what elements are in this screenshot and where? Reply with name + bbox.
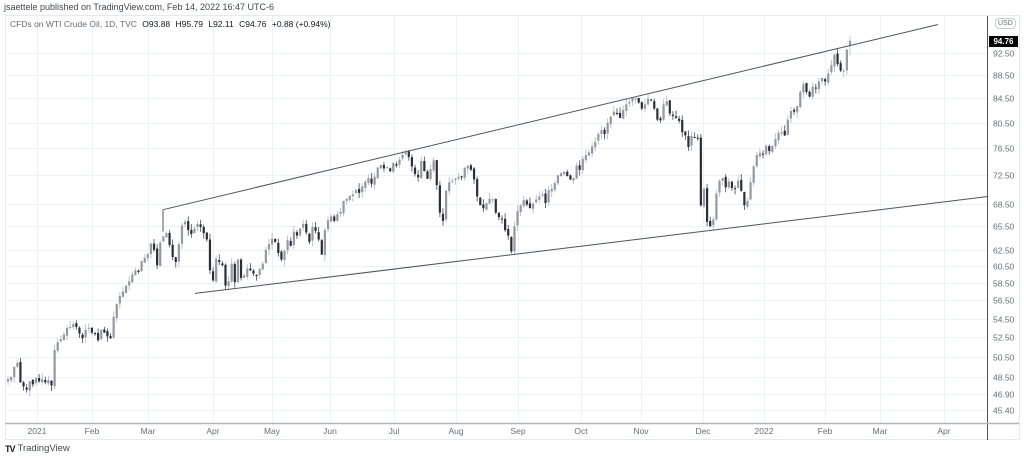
price-tick-label: 62.50 xyxy=(993,246,1015,256)
currency-badge[interactable]: USD xyxy=(995,18,1016,29)
time-tick-label: Dec xyxy=(695,426,711,436)
candlestick-series xyxy=(6,35,852,397)
price-change: +0.88 (+0.94%) xyxy=(271,19,331,29)
price-tick-label: 80.50 xyxy=(993,119,1015,129)
symbol-description[interactable]: CFDs on WTI Crude Oil, 1D, TVC xyxy=(10,19,137,29)
time-tick-label: Mar xyxy=(141,426,156,436)
price-tick-label: 45.40 xyxy=(993,406,1015,416)
price-tick-label: 68.50 xyxy=(993,200,1015,210)
time-tick-label: Apr xyxy=(206,426,219,436)
time-tick-label: 2021 xyxy=(28,426,47,436)
brand-name: TradingView xyxy=(17,443,70,454)
time-tick-label: 2022 xyxy=(755,426,774,436)
trendline[interactable] xyxy=(162,24,939,211)
time-tick-label: Apr xyxy=(937,426,950,436)
time-tick-label: Feb xyxy=(85,426,100,436)
price-tick-label: 72.50 xyxy=(993,171,1015,181)
time-tick-label: Jul xyxy=(389,426,400,436)
axes: 45.40 46.90 48.50 50.50 52.50 54.50 56.50 58.50… xyxy=(5,16,1019,440)
time-tick-label: Mar xyxy=(873,426,888,436)
price-tick-label: 52.50 xyxy=(993,333,1015,343)
price-tick-label: 88.50 xyxy=(993,71,1015,81)
price-tick-label: 50.50 xyxy=(993,353,1015,363)
last-price-label: 94.76 xyxy=(989,36,1018,47)
price-tick-label: 58.50 xyxy=(993,279,1015,289)
tradingview-logo-icon: TV xyxy=(5,443,15,454)
time-tick-label: Sep xyxy=(510,426,525,436)
price-tick-label: 56.50 xyxy=(993,296,1015,306)
ohlc-low: L92.11 xyxy=(208,19,234,29)
time-tick-label: Jun xyxy=(323,426,337,436)
price-tick-label: 65.50 xyxy=(993,222,1015,232)
time-tick-label: Nov xyxy=(633,426,649,436)
ohlc-high: H95.79 xyxy=(175,19,203,29)
price-tick-label: 54.50 xyxy=(993,315,1015,325)
trend-channel[interactable] xyxy=(162,24,989,294)
price-tick-label: 76.50 xyxy=(993,144,1015,154)
price-tick-label: 60.50 xyxy=(993,262,1015,272)
time-tick-label: Oct xyxy=(574,426,588,436)
trendline[interactable] xyxy=(194,196,989,294)
price-tick-label: 46.90 xyxy=(993,390,1015,400)
time-tick-label: Aug xyxy=(448,426,463,436)
ohlc-close: C94.76 xyxy=(239,19,267,29)
price-tick-label: 48.50 xyxy=(993,373,1015,383)
published-line: jsaettele published on TradingView.com, … xyxy=(4,2,274,12)
ohlc-open: O93.88 xyxy=(142,19,171,29)
chart-frame xyxy=(5,15,1020,440)
symbol-legend: CFDs on WTI Crude Oil, 1D, TVC O93.88 H9… xyxy=(10,19,331,29)
tradingview-branding[interactable]: TV TradingView xyxy=(5,443,70,454)
price-tick-label: 92.50 xyxy=(993,49,1015,59)
grid-lines xyxy=(5,16,987,423)
price-tick-label: 84.50 xyxy=(993,94,1015,104)
time-tick-label: May xyxy=(264,426,281,436)
time-tick-label: Feb xyxy=(818,426,833,436)
